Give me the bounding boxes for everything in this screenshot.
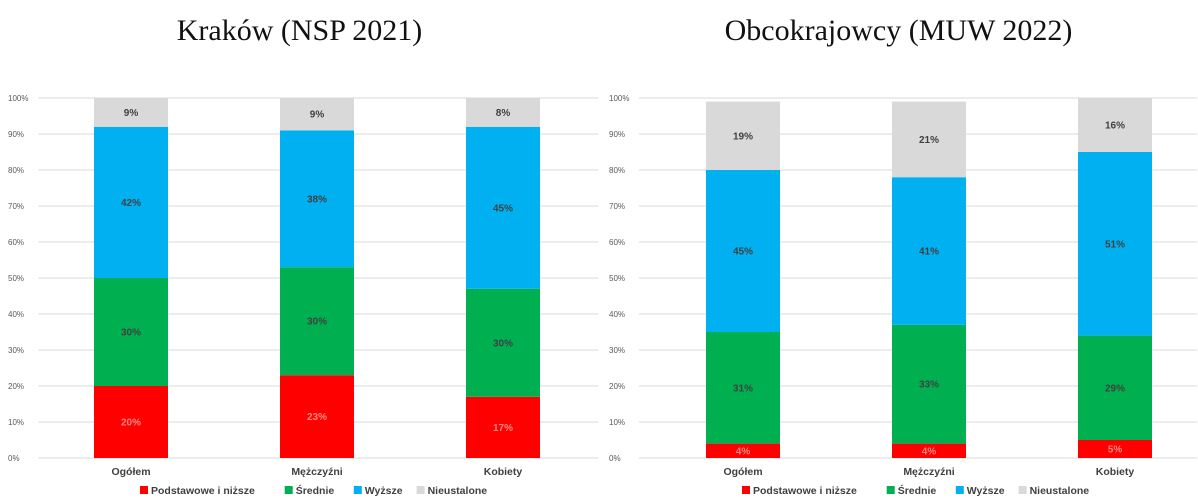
data-label: 17%	[493, 423, 513, 434]
category-label: Kobiety	[1096, 466, 1135, 478]
legend-swatch	[284, 486, 293, 494]
data-label: 30%	[493, 338, 513, 349]
y-tick-label: 40%	[609, 310, 625, 319]
y-tick-label: 60%	[609, 238, 625, 247]
bar-segment-srednie	[1078, 335, 1152, 440]
legend-item-nieustalone: Nieustalone	[428, 485, 488, 497]
category-label: Ogółem	[723, 466, 762, 478]
bar-segment-srednie	[94, 278, 168, 386]
y-tick-label: 90%	[8, 130, 24, 139]
legend-item-podstawowe-i-nizsze: Podstawowe i niższe	[151, 485, 255, 497]
category-label: Mężczyźni	[903, 466, 954, 478]
data-label: 5%	[1108, 445, 1123, 456]
legend-swatch	[140, 486, 148, 494]
bar-segment-srednie	[892, 324, 966, 444]
data-label: 51%	[1105, 239, 1125, 250]
bar-segment-podstawowe-i-nizsze	[466, 396, 540, 458]
chart-krakow: 0% 10% 20% 30% 40% 50% 60% 70% 80% 90% 100% 20% 30% 4…	[8, 94, 598, 497]
legend-swatch	[742, 486, 750, 494]
chart-panel-obcokrajowcy: Obcokrajowcy (MUW 2022) 0% 10% 20% 30% 40% 50…	[599, 0, 1198, 504]
data-label: 8%	[496, 108, 511, 119]
bar-segment-wyzsze	[1078, 152, 1152, 336]
legend-swatch	[886, 486, 895, 494]
data-label: 33%	[919, 380, 939, 391]
legend-swatch	[1018, 486, 1027, 494]
y-tick-label: 30%	[8, 346, 24, 355]
legend-item-wyzsze: Wyższe	[365, 485, 403, 497]
data-label: 20%	[121, 418, 141, 429]
legend-item-nieustalone: Nieustalone	[1030, 485, 1090, 497]
legend-swatch	[955, 486, 964, 494]
category-label: Kobiety	[484, 466, 523, 478]
y-tick-label: 50%	[8, 274, 24, 283]
bar-segment-podstawowe-i-nizsze	[892, 443, 966, 458]
y-tick-label: 50%	[609, 274, 625, 283]
y-tick-label: 30%	[609, 346, 625, 355]
bar-segment-srednie	[466, 288, 540, 397]
chart-obcokrajowcy: 0% 10% 20% 30% 40% 50% 60% 70% 80% 90% 100% 4% 31% 45…	[609, 94, 1197, 497]
data-label: 9%	[124, 108, 139, 119]
y-tick-label: 80%	[609, 166, 625, 175]
bar-segment-wyzsze	[280, 130, 354, 268]
bar-segment-nieustalone	[1078, 98, 1152, 152]
y-tick-label: 10%	[8, 418, 24, 427]
data-label: 29%	[1105, 383, 1125, 394]
bar-segment-wyzsze	[94, 126, 168, 278]
y-tick-label: 80%	[8, 166, 24, 175]
data-label: 41%	[919, 247, 939, 258]
y-tick-label: 20%	[609, 382, 625, 391]
legend-swatch	[416, 486, 425, 494]
y-tick-label: 70%	[609, 202, 625, 211]
legend-item-wyzsze: Wyższe	[967, 485, 1005, 497]
bar-segment-wyzsze	[466, 126, 540, 289]
bar-segment-nieustalone	[466, 98, 540, 127]
y-tick-label: 20%	[8, 382, 24, 391]
y-tick-label: 90%	[609, 130, 625, 139]
bar-segment-podstawowe-i-nizsze	[706, 443, 780, 458]
data-label: 30%	[121, 328, 141, 339]
bar-segment-podstawowe-i-nizsze	[280, 375, 354, 458]
data-label: 31%	[733, 383, 753, 394]
bar-segment-nieustalone	[892, 101, 966, 178]
data-label: 45%	[733, 247, 753, 258]
legend-item-srednie: Średnie	[898, 484, 937, 497]
bar-segment-podstawowe-i-nizsze	[1078, 440, 1152, 458]
data-label: 23%	[307, 412, 327, 423]
y-tick-label: 0%	[8, 454, 20, 463]
bar-segment-wyzsze	[892, 177, 966, 325]
chart-title: Obcokrajowcy (MUW 2022)	[724, 14, 1073, 47]
legend-item-podstawowe-i-nizsze: Podstawowe i niższe	[753, 485, 857, 497]
y-tick-label: 40%	[8, 310, 24, 319]
bar-segment-nieustalone	[94, 98, 168, 127]
bar-segment-nieustalone	[706, 101, 780, 170]
data-label: 42%	[121, 198, 141, 209]
y-tick-label: 70%	[8, 202, 24, 211]
chart-title: Kraków (NSP 2021)	[176, 14, 423, 47]
legend-swatch	[353, 486, 362, 494]
bar-segment-podstawowe-i-nizsze	[94, 386, 168, 458]
bar-segment-srednie	[706, 332, 780, 444]
y-tick-label: 100%	[8, 94, 28, 103]
data-label: 16%	[1105, 121, 1125, 132]
bar-segment-wyzsze	[706, 170, 780, 332]
bar-segment-srednie	[280, 267, 354, 376]
bar-segment-nieustalone	[280, 98, 354, 131]
data-label: 38%	[307, 194, 327, 205]
data-label: 30%	[307, 317, 327, 328]
category-label: Mężczyźni	[291, 466, 342, 478]
data-label: 45%	[493, 203, 513, 214]
y-tick-label: 60%	[8, 238, 24, 247]
data-label: 4%	[736, 446, 751, 457]
data-label: 9%	[310, 110, 325, 121]
data-label: 4%	[922, 446, 937, 457]
chart-panel-krakow: Kraków (NSP 2021) 0% 10% 20% 30% 40% 50% 60% 70…	[8, 14, 598, 497]
data-label: 19%	[733, 131, 753, 142]
legend-item-srednie: Średnie	[296, 484, 335, 497]
category-label: Ogółem	[111, 466, 150, 478]
data-label: 21%	[919, 135, 939, 146]
y-tick-label: 10%	[609, 418, 625, 427]
y-tick-label: 0%	[609, 454, 621, 463]
y-tick-label: 100%	[609, 94, 629, 103]
